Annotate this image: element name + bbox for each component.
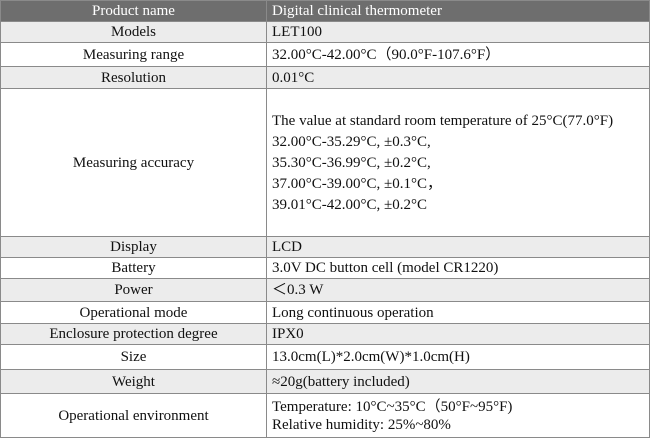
row-label: Operational mode <box>0 301 267 324</box>
header-col2: Digital clinical thermometer <box>266 0 650 22</box>
row-power: Power ＜0.3 W <box>0 278 650 302</box>
row-label: Measuring range <box>0 42 267 67</box>
row-operational-environment: Operational environment Temperature: 10°… <box>0 393 650 438</box>
row-display: Display LCD <box>0 236 650 258</box>
accuracy-value: The value at standard room temperature o… <box>266 88 650 237</box>
row-value: 13.0cm(L)*2.0cm(W)*1.0cm(H) <box>266 344 650 370</box>
row-label: Power <box>0 278 267 302</box>
environment-value: Temperature: 10°C~35°C（50°F~95°F) Relati… <box>266 393 650 438</box>
header-row: Product name Digital clinical thermomete… <box>0 0 650 22</box>
row-models: Models LET100 <box>0 21 650 43</box>
row-value: 3.0V DC button cell (model CR1220) <box>266 257 650 279</box>
row-label: Operational environment <box>0 393 267 438</box>
row-value: LET100 <box>266 21 650 43</box>
row-weight: Weight ≈20g(battery included) <box>0 369 650 394</box>
row-label: Models <box>0 21 267 43</box>
accuracy-line: 32.00°C-35.29°C, ±0.3°C, <box>272 133 431 150</box>
row-label: Resolution <box>0 66 267 89</box>
row-value: ≈20g(battery included) <box>266 369 650 394</box>
environment-line: Temperature: 10°C~35°C（50°F~95°F) <box>272 398 513 415</box>
row-value: IPX0 <box>266 323 650 345</box>
row-operational-mode: Operational mode Long continuous operati… <box>0 301 650 324</box>
accuracy-line: 39.01°C-42.00°C, ±0.2°C <box>272 196 427 213</box>
environment-line: Relative humidity: 25%~80% <box>272 416 451 433</box>
accuracy-line: 37.00°C-39.00°C, ±0.1°C， <box>272 175 442 192</box>
row-value: ＜0.3 W <box>266 278 650 302</box>
row-resolution: Resolution 0.01°C <box>0 66 650 89</box>
row-label: Size <box>0 344 267 370</box>
row-measuring-accuracy: Measuring accuracy The value at standard… <box>0 88 650 237</box>
accuracy-line: The value at standard room temperature o… <box>272 112 614 129</box>
row-value: Long continuous operation <box>266 301 650 324</box>
row-label: Weight <box>0 369 267 394</box>
row-label: Display <box>0 236 267 258</box>
header-col1: Product name <box>0 0 267 22</box>
row-value: 0.01°C <box>266 66 650 89</box>
row-value: 32.00°C-42.00°C（90.0°F-107.6°F） <box>266 42 650 67</box>
accuracy-line: 35.30°C-36.99°C, ±0.2°C, <box>272 154 431 171</box>
row-size: Size 13.0cm(L)*2.0cm(W)*1.0cm(H) <box>0 344 650 370</box>
row-enclosure-protection: Enclosure protection degree IPX0 <box>0 323 650 345</box>
row-battery: Battery 3.0V DC button cell (model CR122… <box>0 257 650 279</box>
row-measuring-range: Measuring range 32.00°C-42.00°C（90.0°F-1… <box>0 42 650 67</box>
row-value: LCD <box>266 236 650 258</box>
row-label: Battery <box>0 257 267 279</box>
row-label: Measuring accuracy <box>0 88 267 237</box>
row-label: Enclosure protection degree <box>0 323 267 345</box>
